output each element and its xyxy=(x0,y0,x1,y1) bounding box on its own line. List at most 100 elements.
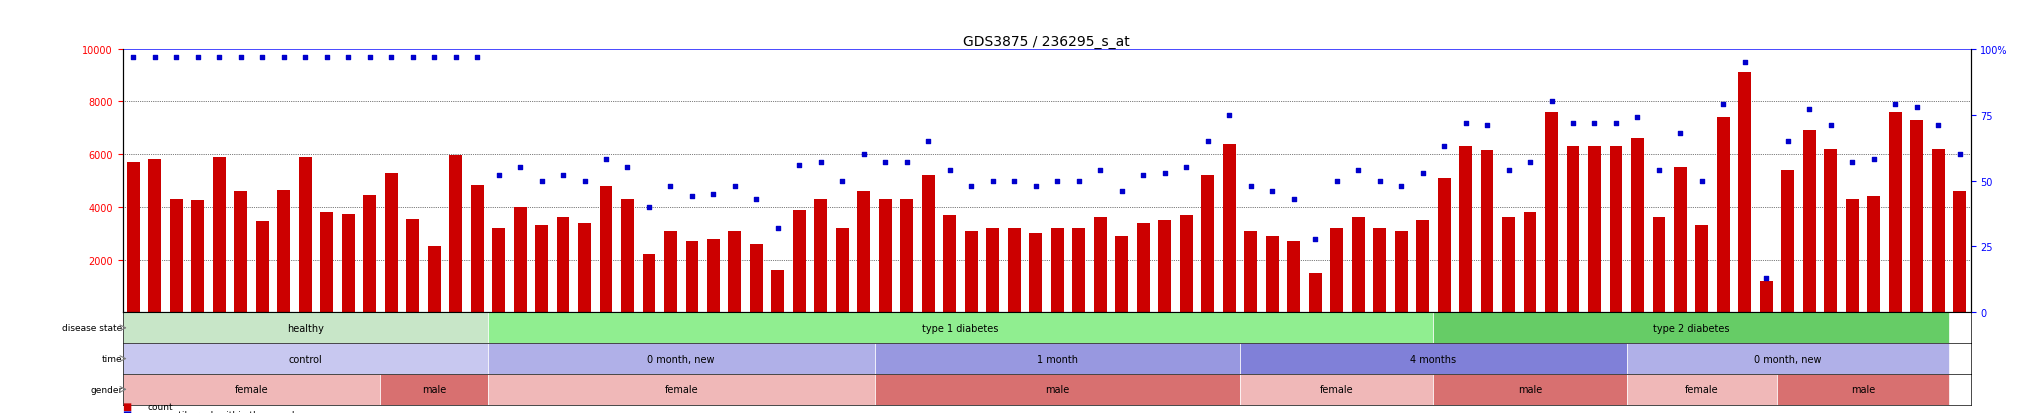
FancyBboxPatch shape xyxy=(123,313,488,343)
Text: 4 months: 4 months xyxy=(1411,354,1456,364)
Bar xyxy=(212,157,227,313)
Point xyxy=(525,178,557,185)
Point xyxy=(1041,178,1074,185)
Text: 1 month: 1 month xyxy=(1037,354,1078,364)
Bar xyxy=(406,219,419,313)
Point xyxy=(1148,170,1180,176)
Point xyxy=(1427,144,1460,150)
Point xyxy=(1858,157,1891,164)
Bar xyxy=(1503,218,1515,313)
Point xyxy=(1793,107,1826,114)
Bar xyxy=(427,247,441,313)
Point xyxy=(461,54,494,61)
Text: 0 month, new: 0 month, new xyxy=(1754,354,1821,364)
Bar xyxy=(1523,213,1536,313)
Point xyxy=(1170,165,1203,171)
Bar xyxy=(1760,281,1772,313)
Point xyxy=(1642,167,1674,174)
Point xyxy=(1556,120,1589,126)
Text: female: female xyxy=(1685,385,1719,394)
Bar xyxy=(1674,168,1687,313)
Point xyxy=(288,54,321,61)
Text: time: time xyxy=(102,354,123,363)
Point xyxy=(139,54,172,61)
Point xyxy=(870,159,903,166)
Bar xyxy=(298,157,312,313)
Bar xyxy=(557,218,570,313)
Bar xyxy=(792,210,807,313)
Bar xyxy=(341,214,355,313)
Bar xyxy=(943,215,956,313)
Point xyxy=(1278,196,1311,203)
Point xyxy=(739,196,772,203)
FancyBboxPatch shape xyxy=(488,374,874,405)
Bar xyxy=(600,186,613,313)
Text: percentile rank within the sample: percentile rank within the sample xyxy=(147,410,300,413)
Bar xyxy=(1717,118,1730,313)
Text: ■: ■ xyxy=(123,409,133,413)
Bar xyxy=(1266,236,1278,313)
FancyBboxPatch shape xyxy=(1627,343,1948,374)
Point xyxy=(933,167,966,174)
Bar xyxy=(1866,197,1881,313)
Point xyxy=(782,162,815,169)
Bar xyxy=(664,231,678,313)
Bar xyxy=(1480,151,1493,313)
Point xyxy=(1707,102,1740,108)
Point xyxy=(568,178,600,185)
Point xyxy=(719,183,751,190)
Bar xyxy=(966,231,978,313)
Bar xyxy=(986,228,999,313)
Text: ■: ■ xyxy=(123,401,133,411)
Point xyxy=(1105,188,1137,195)
Bar xyxy=(1286,242,1301,313)
Bar xyxy=(321,213,333,313)
Point xyxy=(1364,178,1397,185)
Point xyxy=(1664,131,1697,137)
Bar xyxy=(1609,147,1623,313)
Bar xyxy=(1803,131,1815,313)
Point xyxy=(225,54,257,61)
Bar xyxy=(149,160,161,313)
FancyBboxPatch shape xyxy=(1433,313,1948,343)
Bar xyxy=(1911,121,1924,313)
Title: GDS3875 / 236295_s_at: GDS3875 / 236295_s_at xyxy=(964,35,1129,49)
FancyBboxPatch shape xyxy=(123,343,488,374)
Bar xyxy=(492,228,504,313)
Bar xyxy=(235,192,247,313)
Text: male: male xyxy=(423,385,447,394)
Text: female: female xyxy=(664,385,698,394)
Point xyxy=(1256,188,1289,195)
Bar xyxy=(515,207,527,313)
Point xyxy=(331,54,363,61)
Bar xyxy=(621,199,633,313)
Bar xyxy=(878,199,892,313)
Point xyxy=(847,152,880,158)
Point xyxy=(1084,167,1117,174)
Bar xyxy=(384,173,398,313)
Bar xyxy=(772,271,784,313)
Point xyxy=(1772,138,1805,145)
Point xyxy=(396,54,429,61)
Point xyxy=(1901,104,1934,111)
Point xyxy=(1062,178,1095,185)
Bar xyxy=(1589,147,1601,313)
Point xyxy=(1384,183,1417,190)
FancyBboxPatch shape xyxy=(874,374,1239,405)
Point xyxy=(633,204,666,211)
Point xyxy=(1513,159,1546,166)
Text: male: male xyxy=(1517,385,1542,394)
Point xyxy=(1922,123,1954,129)
Point xyxy=(1127,173,1160,179)
Point xyxy=(1019,183,1052,190)
Text: female: female xyxy=(1319,385,1354,394)
Bar xyxy=(835,228,849,313)
Point xyxy=(1599,120,1632,126)
Point xyxy=(268,54,300,61)
Bar xyxy=(192,201,204,313)
Point xyxy=(439,54,472,61)
Bar xyxy=(1932,150,1944,313)
FancyBboxPatch shape xyxy=(380,374,488,405)
Bar xyxy=(1846,199,1858,313)
Bar xyxy=(1695,226,1709,313)
